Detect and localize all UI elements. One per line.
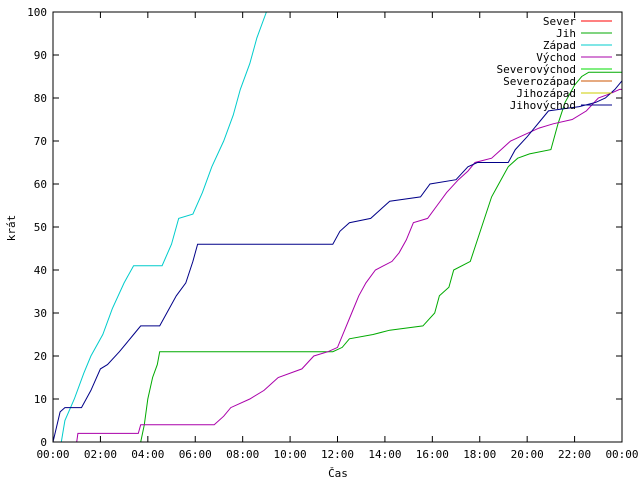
x-tick-label: 18:00 xyxy=(463,448,496,461)
y-tick-label: 60 xyxy=(34,178,47,191)
x-tick-label: 10:00 xyxy=(274,448,307,461)
y-tick-label: 100 xyxy=(27,6,47,19)
series-line-2 xyxy=(113,71,622,443)
x-tick-label: 08:00 xyxy=(226,448,259,461)
x-tick-label: 06:00 xyxy=(179,448,212,461)
x-tick-label: 16:00 xyxy=(416,448,449,461)
y-tick-label: 70 xyxy=(34,135,47,148)
y-tick-label: 0 xyxy=(40,436,47,449)
y-tick-label: 90 xyxy=(34,49,47,62)
x-axis-label: Čas xyxy=(328,467,348,480)
legend-label: Sever xyxy=(543,15,576,28)
y-tick-label: 50 xyxy=(34,221,47,234)
x-tick-label: 12:00 xyxy=(321,448,354,461)
series-line-3 xyxy=(60,11,267,443)
x-tick-label: 22:00 xyxy=(558,448,591,461)
axis-ticks xyxy=(52,11,623,443)
legend-label: Jihozápad xyxy=(516,87,576,100)
legend-label: Jih xyxy=(556,27,576,40)
legend-label: Jihovýchod xyxy=(510,99,576,112)
x-tick-label: 00:00 xyxy=(605,448,638,461)
x-tick-label: 14:00 xyxy=(368,448,401,461)
y-axis-label: krát xyxy=(5,215,18,242)
y-tick-label: 10 xyxy=(34,393,47,406)
plot-lines xyxy=(52,11,623,443)
series-line-8 xyxy=(52,80,623,443)
y-tick-label: 80 xyxy=(34,92,47,105)
y-tick-label: 40 xyxy=(34,264,47,277)
y-tick-label: 30 xyxy=(34,307,47,320)
legend: SeverJihZápadVýchodSeverovýchodSeverozáp… xyxy=(497,15,612,112)
legend-label: Severozápad xyxy=(503,75,576,88)
legend-label: Východ xyxy=(536,51,576,64)
legend-label: Západ xyxy=(543,39,576,52)
x-tick-label: 02:00 xyxy=(84,448,117,461)
x-tick-label: 04:00 xyxy=(131,448,164,461)
y-tick-label: 20 xyxy=(34,350,47,363)
tick-labels: 0 10 20 30 40 50 60 70 80 90 100 00:00 02:00 04:00 06:… xyxy=(27,6,638,461)
legend-label: Severovýchod xyxy=(497,63,576,76)
series-line-4 xyxy=(76,88,622,443)
x-tick-label: 20:00 xyxy=(511,448,544,461)
x-tick-label: 00:00 xyxy=(36,448,69,461)
